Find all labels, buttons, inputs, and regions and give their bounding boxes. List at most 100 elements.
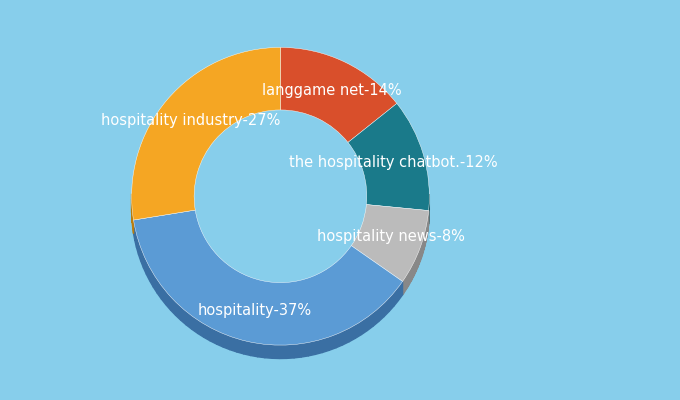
Polygon shape bbox=[229, 266, 233, 282]
Polygon shape bbox=[384, 298, 389, 317]
Polygon shape bbox=[412, 264, 413, 279]
Polygon shape bbox=[406, 275, 407, 290]
Polygon shape bbox=[233, 268, 236, 284]
Polygon shape bbox=[394, 287, 398, 306]
Polygon shape bbox=[143, 254, 146, 274]
Polygon shape bbox=[331, 264, 334, 280]
Polygon shape bbox=[198, 222, 199, 240]
Polygon shape bbox=[313, 275, 316, 290]
Polygon shape bbox=[275, 282, 280, 296]
Polygon shape bbox=[329, 334, 336, 350]
Polygon shape bbox=[181, 307, 186, 325]
Polygon shape bbox=[265, 344, 272, 358]
Polygon shape bbox=[343, 328, 349, 345]
Polygon shape bbox=[367, 313, 373, 330]
Polygon shape bbox=[316, 339, 322, 354]
Polygon shape bbox=[217, 331, 223, 347]
Polygon shape bbox=[336, 332, 343, 348]
Polygon shape bbox=[251, 278, 255, 292]
Text: langgame net-14%: langgame net-14% bbox=[262, 83, 401, 98]
Polygon shape bbox=[166, 291, 171, 310]
Polygon shape bbox=[287, 344, 294, 358]
Polygon shape bbox=[203, 234, 205, 251]
Polygon shape bbox=[217, 254, 220, 271]
Polygon shape bbox=[349, 325, 355, 342]
Polygon shape bbox=[186, 312, 192, 330]
Polygon shape bbox=[223, 260, 226, 276]
Polygon shape bbox=[410, 268, 411, 283]
Polygon shape bbox=[271, 282, 275, 296]
Polygon shape bbox=[398, 282, 403, 301]
Polygon shape bbox=[284, 282, 288, 296]
Polygon shape bbox=[343, 252, 346, 269]
Polygon shape bbox=[308, 341, 316, 356]
Polygon shape bbox=[196, 214, 197, 232]
Polygon shape bbox=[171, 297, 175, 315]
Polygon shape bbox=[373, 308, 379, 326]
Polygon shape bbox=[337, 258, 341, 274]
Polygon shape bbox=[237, 339, 244, 354]
Text: hospitality industry-27%: hospitality industry-27% bbox=[101, 112, 281, 128]
Polygon shape bbox=[141, 248, 143, 268]
Polygon shape bbox=[294, 344, 301, 358]
Wedge shape bbox=[280, 48, 397, 142]
Polygon shape bbox=[214, 252, 217, 268]
Polygon shape bbox=[240, 272, 243, 288]
Polygon shape bbox=[296, 280, 301, 294]
Polygon shape bbox=[207, 241, 209, 258]
Polygon shape bbox=[211, 248, 214, 265]
Wedge shape bbox=[352, 204, 428, 282]
Polygon shape bbox=[243, 274, 248, 289]
Polygon shape bbox=[272, 345, 279, 358]
Polygon shape bbox=[411, 266, 412, 280]
Polygon shape bbox=[223, 334, 230, 350]
Polygon shape bbox=[248, 276, 251, 291]
Polygon shape bbox=[154, 274, 157, 293]
Polygon shape bbox=[346, 249, 349, 266]
Polygon shape bbox=[334, 261, 337, 277]
Polygon shape bbox=[292, 281, 296, 295]
Polygon shape bbox=[316, 273, 320, 288]
Polygon shape bbox=[137, 234, 139, 254]
Polygon shape bbox=[320, 271, 324, 286]
Polygon shape bbox=[198, 320, 204, 338]
Text: hospitality news-8%: hospitality news-8% bbox=[317, 229, 464, 244]
Polygon shape bbox=[175, 302, 181, 320]
Polygon shape bbox=[407, 272, 409, 287]
Polygon shape bbox=[135, 227, 137, 248]
Polygon shape bbox=[267, 282, 271, 296]
Polygon shape bbox=[403, 279, 405, 294]
Polygon shape bbox=[305, 278, 309, 292]
Polygon shape bbox=[258, 344, 265, 358]
Polygon shape bbox=[197, 218, 198, 236]
Polygon shape bbox=[259, 280, 263, 294]
Wedge shape bbox=[133, 210, 403, 345]
Polygon shape bbox=[263, 281, 267, 295]
Polygon shape bbox=[251, 342, 258, 357]
Polygon shape bbox=[236, 270, 240, 286]
Polygon shape bbox=[209, 245, 211, 262]
Polygon shape bbox=[389, 293, 394, 312]
Polygon shape bbox=[150, 268, 154, 287]
Polygon shape bbox=[301, 342, 308, 357]
Polygon shape bbox=[405, 276, 406, 291]
Polygon shape bbox=[301, 279, 305, 294]
Polygon shape bbox=[309, 276, 313, 291]
Polygon shape bbox=[409, 270, 410, 284]
Polygon shape bbox=[355, 321, 361, 338]
Polygon shape bbox=[349, 246, 352, 262]
Polygon shape bbox=[195, 210, 196, 228]
Polygon shape bbox=[324, 269, 327, 284]
Text: hospitality-37%: hospitality-37% bbox=[197, 304, 311, 318]
Polygon shape bbox=[157, 280, 161, 299]
Text: the hospitality chatbot.-12%: the hospitality chatbot.-12% bbox=[289, 155, 498, 170]
Polygon shape bbox=[379, 303, 384, 322]
Polygon shape bbox=[244, 340, 251, 356]
Polygon shape bbox=[413, 261, 414, 276]
Polygon shape bbox=[226, 263, 229, 279]
Polygon shape bbox=[327, 266, 331, 282]
Polygon shape bbox=[279, 345, 287, 358]
Polygon shape bbox=[288, 282, 292, 296]
Polygon shape bbox=[161, 286, 166, 305]
Polygon shape bbox=[210, 328, 217, 344]
